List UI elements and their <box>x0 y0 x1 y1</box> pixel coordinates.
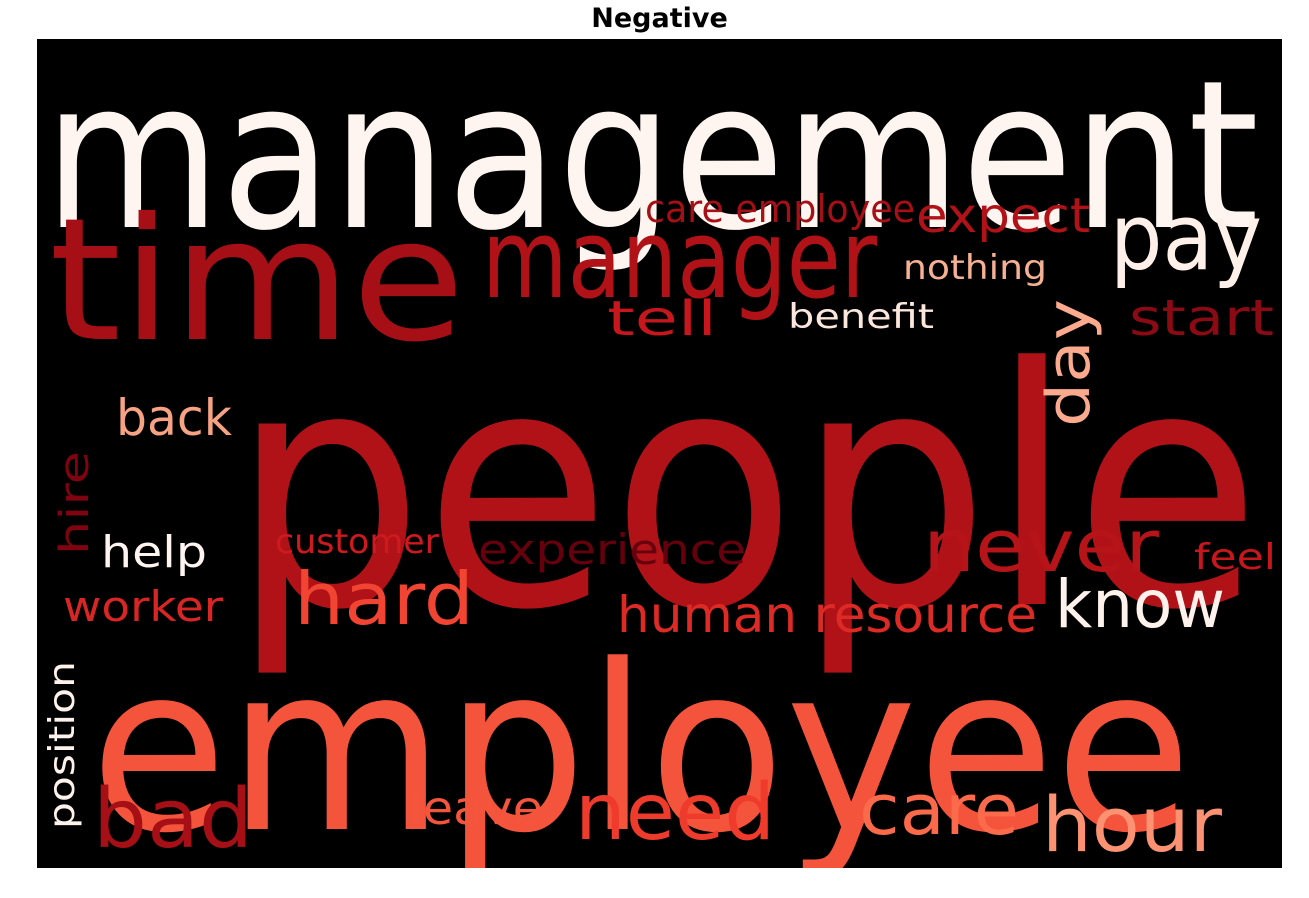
word-management: management <box>44 39 1259 276</box>
word-help: help <box>101 527 207 578</box>
word-care-employee: care employee <box>645 187 915 231</box>
word-back: back <box>116 389 232 447</box>
word-employee: employee <box>90 617 1192 868</box>
word-cloud-canvas: management people employee time manager pay ca… <box>37 39 1282 868</box>
word-benefit: benefit <box>788 297 934 337</box>
word-customer: customer <box>275 522 439 562</box>
word-expect: expect <box>916 188 1090 244</box>
word-nothing: nothing <box>903 248 1047 288</box>
word-human-resource: human resource <box>617 586 1037 644</box>
word-bad: bad <box>93 772 253 867</box>
word-start: start <box>1129 289 1274 347</box>
word-manager: manager <box>482 195 878 323</box>
word-know: know <box>1055 566 1225 643</box>
word-people: people <box>231 298 1261 682</box>
word-hard: hard <box>294 557 474 641</box>
word-experience: experience <box>478 525 746 574</box>
chart-title: Negative <box>591 3 728 34</box>
word-care: care <box>859 769 1019 851</box>
word-tell: tell <box>607 291 717 347</box>
word-day: day <box>1034 299 1104 427</box>
word-hour: hour <box>1042 780 1223 868</box>
word-leave: leave <box>409 781 543 835</box>
word-position: position <box>42 661 83 829</box>
word-worker: worker <box>63 582 224 631</box>
word-time: time <box>49 182 465 380</box>
word-feel: feel <box>1194 537 1276 578</box>
word-never: never <box>923 504 1159 588</box>
word-need: need <box>575 768 775 858</box>
word-hire: hire <box>52 451 98 555</box>
word-pay: pay <box>1110 184 1262 291</box>
